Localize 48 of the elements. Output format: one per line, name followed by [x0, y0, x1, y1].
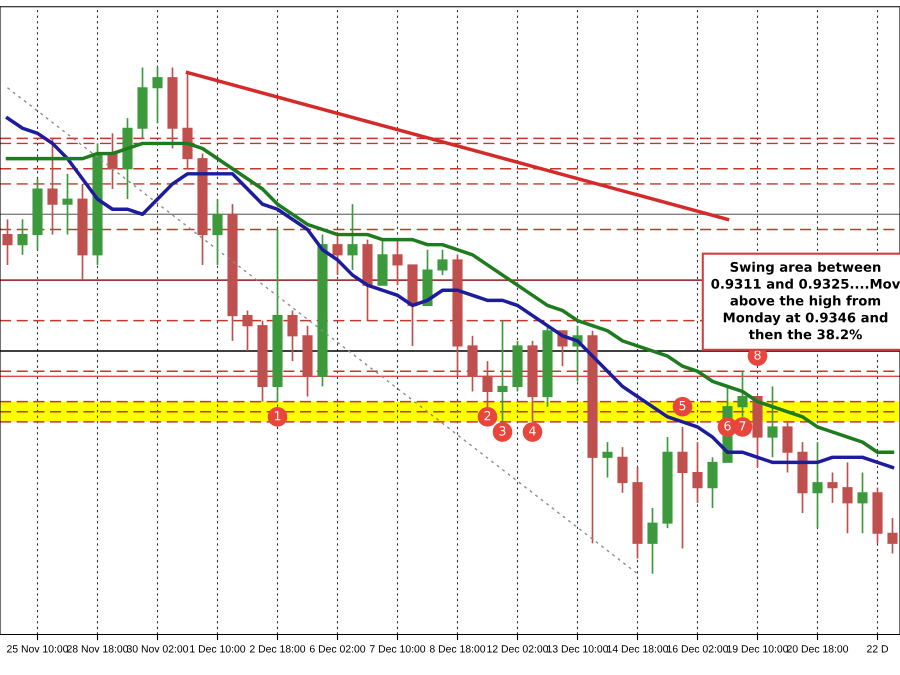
x-tick-label: 13 Dec 10:00	[547, 645, 608, 653]
candlestick	[392, 238, 403, 286]
candlestick	[737, 370, 748, 418]
candlestick	[287, 310, 298, 362]
candlestick	[2, 218, 13, 266]
annotation: 3	[499, 426, 506, 436]
candlestick	[17, 218, 28, 256]
candlestick	[152, 66, 163, 124]
candlestick	[242, 310, 253, 352]
candlestick	[347, 203, 358, 271]
x-tick-label: 8 Dec 18:00	[430, 645, 486, 653]
x-tick-label: 14 Dec 18:00	[607, 645, 668, 653]
x-tick-label: 2 Dec 18:00	[250, 645, 306, 653]
x-tick-label: 1 Dec 10:00	[190, 645, 246, 653]
x-tick-label: 30 Nov 02:00	[126, 645, 188, 653]
annotation: 1	[274, 411, 280, 420]
candlestick	[827, 472, 838, 504]
x-tick-label: 16 Dec 02:00	[667, 645, 728, 653]
annotation: Swing area between 0.9311 and 0.9325....Mov above the high from Monday at 0.9346 and then the 38.2%	[711, 262, 900, 340]
annotation: 4	[529, 426, 536, 436]
candlestick	[602, 441, 613, 478]
x-tick-label: 22 D	[867, 645, 888, 652]
candlestick	[647, 507, 658, 575]
x-tick-label: 6 Dec 02:00	[310, 645, 366, 653]
annotation: 6	[724, 421, 731, 431]
candlestick	[677, 426, 688, 550]
x-tick-label: 28 Nov 18:00	[67, 645, 128, 653]
x-tick-label: 7 Dec 10:00	[370, 645, 426, 653]
candlestick	[62, 172, 73, 236]
candlestick	[437, 248, 448, 276]
candlestick	[767, 386, 778, 458]
annotation: 2	[484, 410, 490, 420]
annotation: 8	[754, 350, 761, 360]
candlestick	[842, 462, 853, 534]
x-tick-label: 19 Dec 10:00	[727, 645, 788, 653]
x-tick-label: 12 Dec 02:00	[487, 645, 548, 653]
candlestick	[857, 472, 868, 534]
candlestick	[692, 441, 703, 504]
candlestick	[887, 517, 898, 554]
candlestick	[47, 138, 58, 236]
annotation: 7	[740, 421, 746, 430]
x-tick-label: 25 Nov 10:00	[7, 645, 68, 653]
candlestick	[332, 234, 343, 276]
candlestick	[212, 198, 223, 266]
candlestick	[497, 320, 508, 423]
x-tick-label: 20 Dec 18:00	[787, 645, 848, 653]
annotation: 5	[679, 401, 686, 410]
candlestick	[812, 441, 823, 530]
